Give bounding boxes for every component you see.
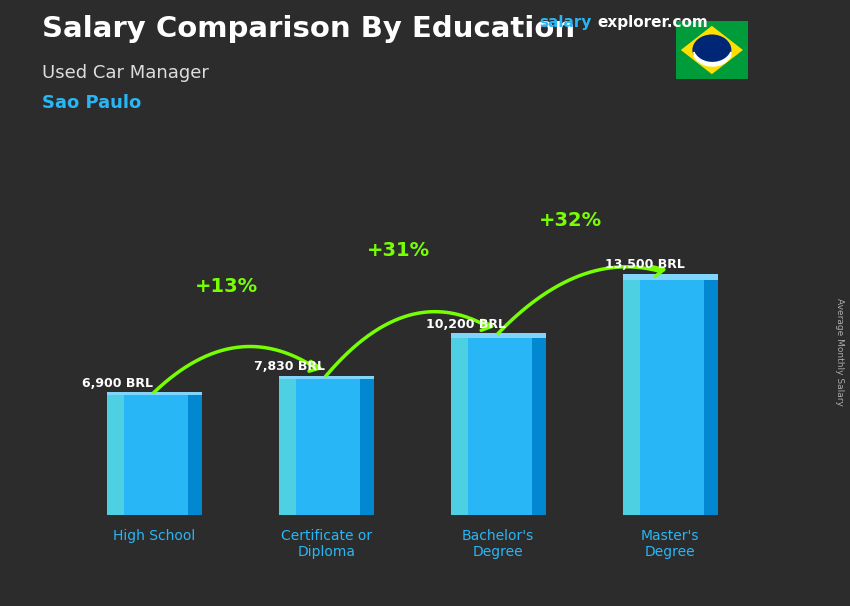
Bar [623, 275, 717, 515]
Bar [279, 376, 373, 515]
Text: Used Car Manager: Used Car Manager [42, 64, 209, 82]
Bar [704, 275, 717, 515]
Bar [451, 333, 546, 338]
Bar [623, 275, 717, 281]
Bar [107, 392, 124, 515]
Bar [451, 333, 468, 515]
Bar [188, 392, 201, 515]
Text: Sao Paulo: Sao Paulo [42, 94, 142, 112]
Text: +32%: +32% [539, 211, 602, 230]
Text: 10,200 BRL: 10,200 BRL [426, 318, 506, 331]
Bar [451, 333, 546, 515]
Text: 6,900 BRL: 6,900 BRL [82, 378, 153, 390]
Text: explorer.com: explorer.com [598, 15, 708, 30]
Bar [279, 376, 373, 379]
Bar [107, 392, 201, 395]
Text: +13%: +13% [195, 277, 258, 296]
Text: Salary Comparison By Education: Salary Comparison By Education [42, 15, 575, 43]
Text: +31%: +31% [367, 241, 430, 260]
Text: Average Monthly Salary: Average Monthly Salary [836, 298, 844, 405]
Bar [623, 275, 640, 515]
Circle shape [693, 35, 731, 65]
Text: 13,500 BRL: 13,500 BRL [605, 258, 685, 271]
Polygon shape [681, 26, 743, 74]
Bar [107, 392, 201, 515]
Text: 7,830 BRL: 7,830 BRL [254, 361, 325, 373]
Text: salary: salary [540, 15, 592, 30]
Bar [279, 376, 296, 515]
Bar [532, 333, 546, 515]
Bar [360, 376, 373, 515]
